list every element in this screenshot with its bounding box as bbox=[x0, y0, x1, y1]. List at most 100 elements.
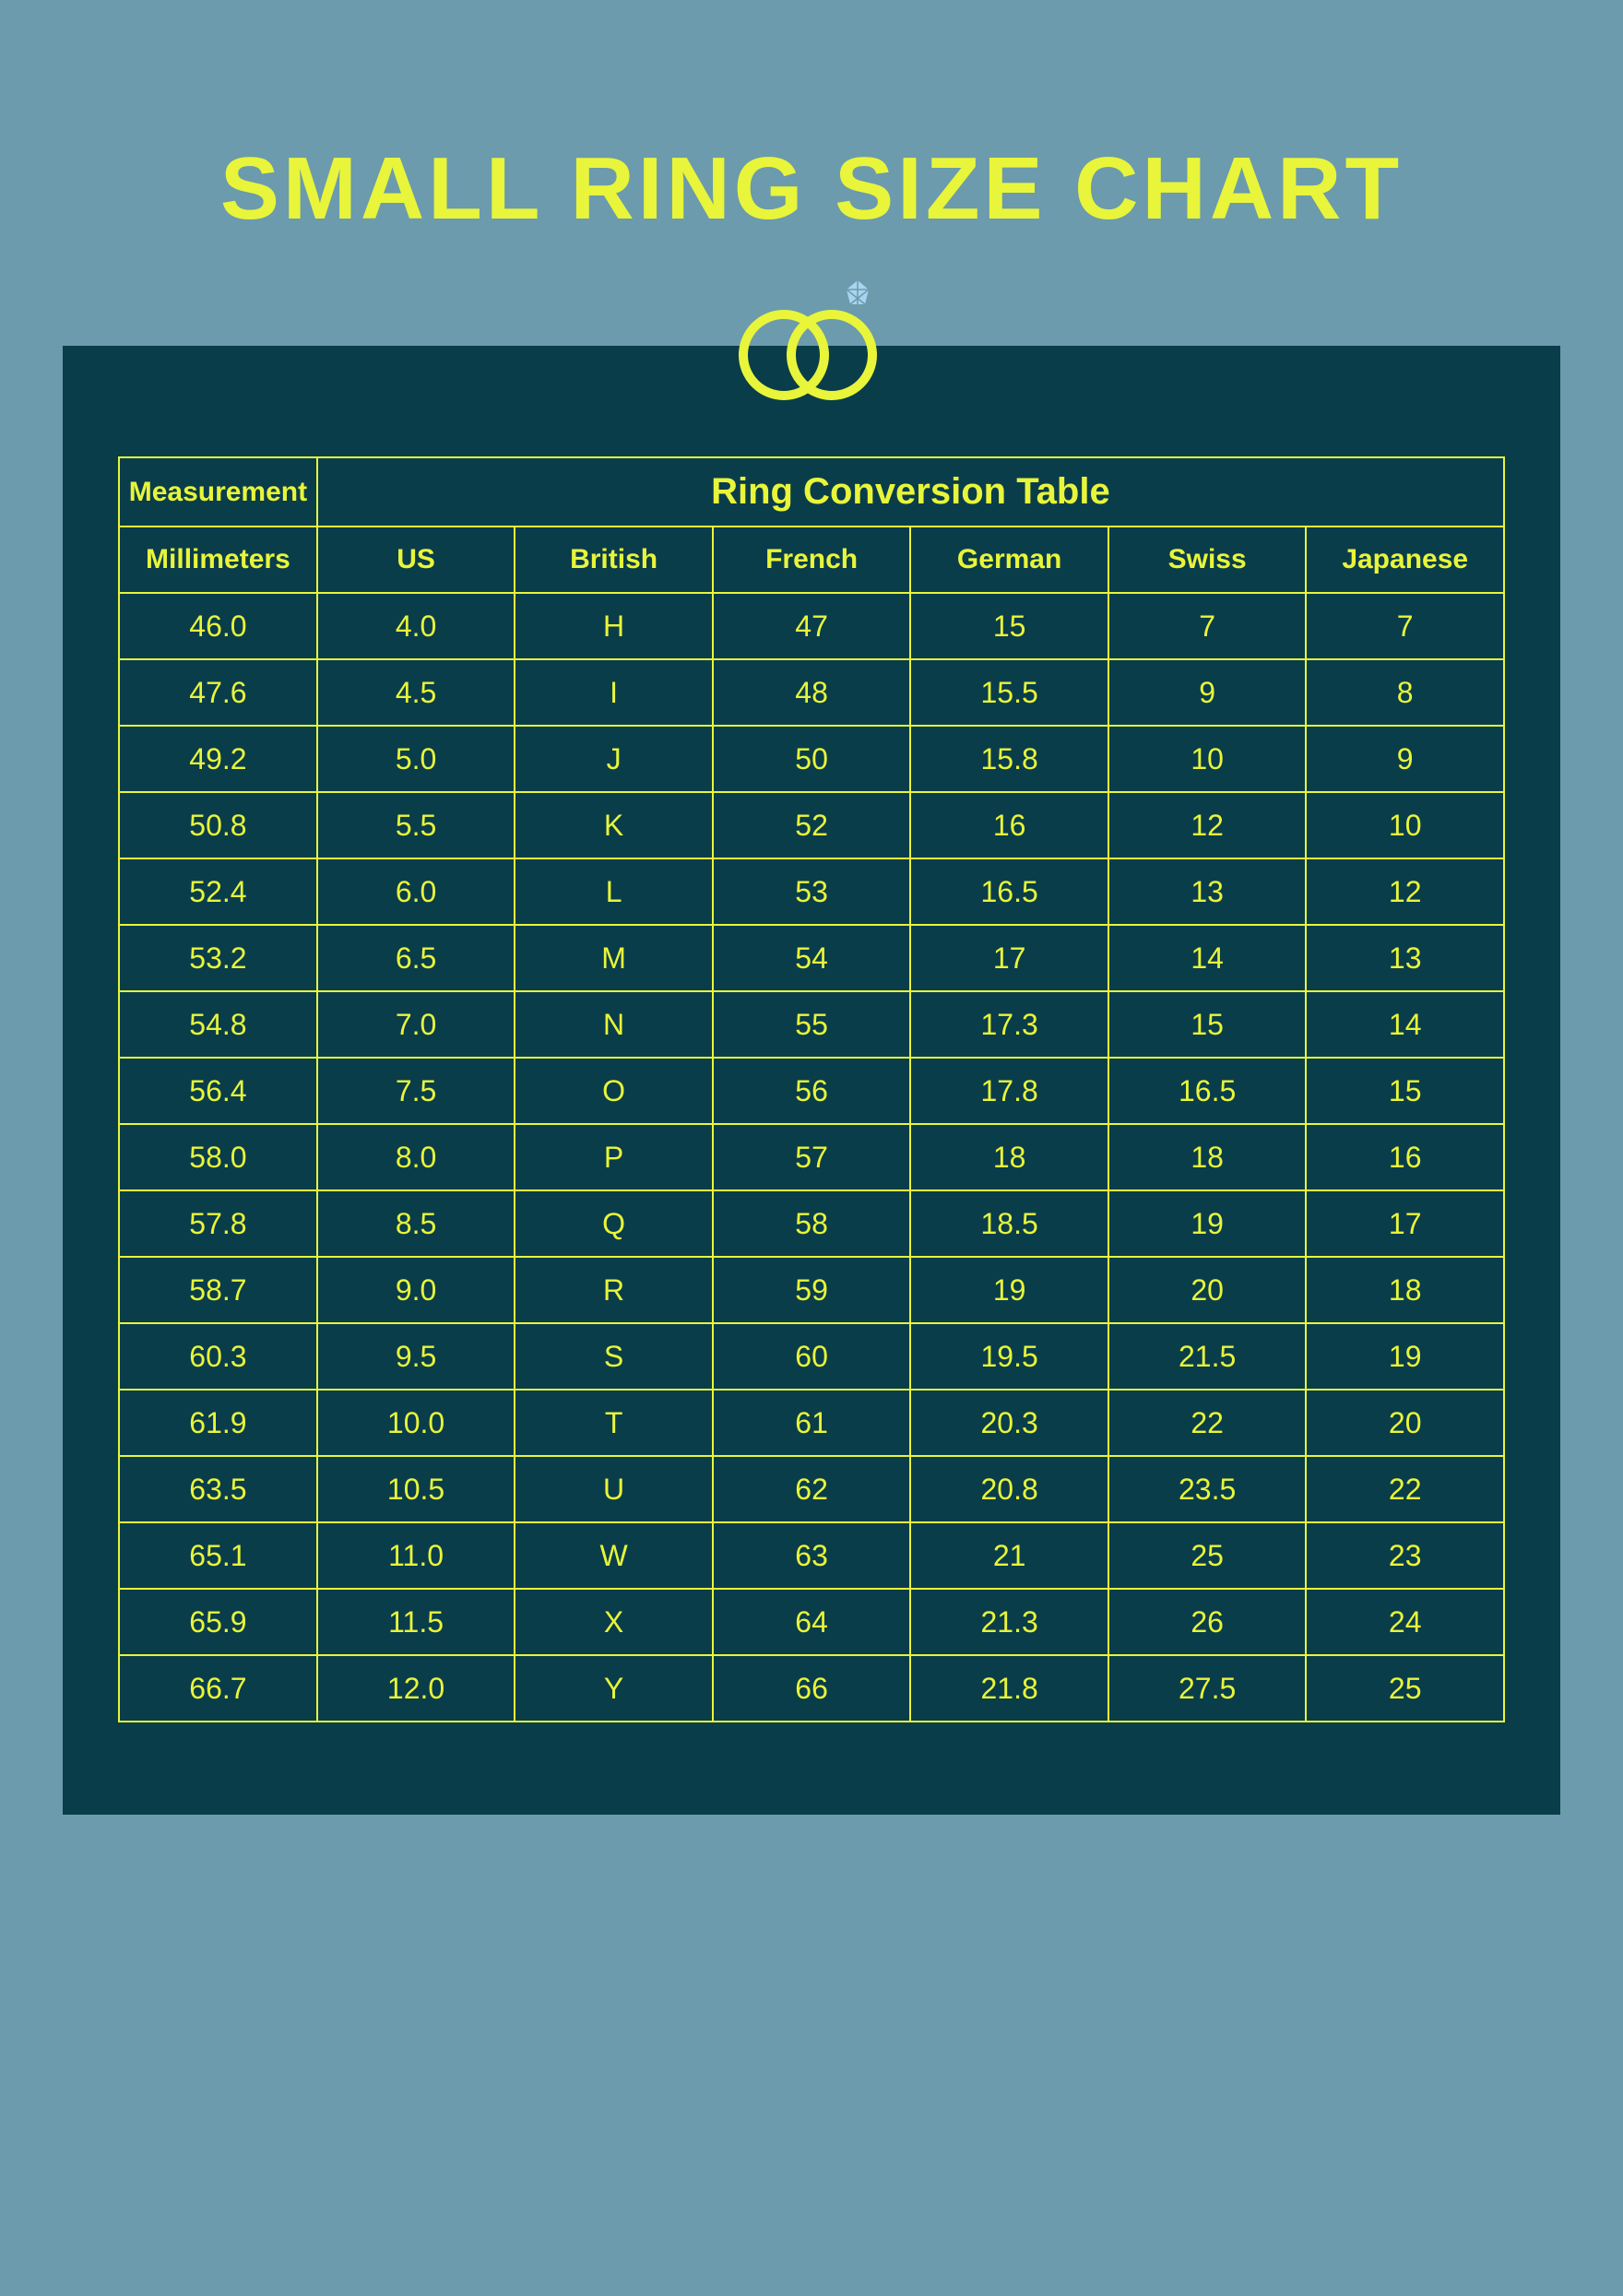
table-cell: 63 bbox=[713, 1522, 911, 1589]
table-cell: 19 bbox=[1306, 1323, 1504, 1390]
table-cell: 9.5 bbox=[317, 1323, 515, 1390]
table-cell: 21.5 bbox=[1108, 1323, 1307, 1390]
table-cell: 5.5 bbox=[317, 792, 515, 858]
table-row: 65.111.0W63212523 bbox=[119, 1522, 1504, 1589]
table-cell: J bbox=[515, 726, 713, 792]
table-cell: 21 bbox=[910, 1522, 1108, 1589]
ring-conversion-table: Measurement Ring Conversion Table Millim… bbox=[118, 456, 1505, 1722]
table-cell: 12.0 bbox=[317, 1655, 515, 1722]
table-cell: 8.0 bbox=[317, 1124, 515, 1190]
table-cell: 19.5 bbox=[910, 1323, 1108, 1390]
table-cell: 12 bbox=[1108, 792, 1307, 858]
table-cell: 12 bbox=[1306, 858, 1504, 925]
table-cell: 17.3 bbox=[910, 991, 1108, 1058]
table-cell: 57 bbox=[713, 1124, 911, 1190]
table-row: 58.79.0R59192018 bbox=[119, 1257, 1504, 1323]
table-cell: 21.3 bbox=[910, 1589, 1108, 1655]
table-cell: 20 bbox=[1108, 1257, 1307, 1323]
table-cell: 56 bbox=[713, 1058, 911, 1124]
table-cell: K bbox=[515, 792, 713, 858]
table-row: 65.911.5X6421.32624 bbox=[119, 1589, 1504, 1655]
table-cell: S bbox=[515, 1323, 713, 1390]
table-cell: 17 bbox=[1306, 1190, 1504, 1257]
table-cell: 54 bbox=[713, 925, 911, 991]
column-header: British bbox=[515, 527, 713, 593]
column-header: French bbox=[713, 527, 911, 593]
table-cell: 7 bbox=[1108, 593, 1307, 659]
table-row: 46.04.0H471577 bbox=[119, 593, 1504, 659]
table-cell: 8 bbox=[1306, 659, 1504, 726]
table-cell: 64 bbox=[713, 1589, 911, 1655]
table-cell: 15 bbox=[1306, 1058, 1504, 1124]
table-cell: 59 bbox=[713, 1257, 911, 1323]
table-cell: 23.5 bbox=[1108, 1456, 1307, 1522]
table-cell: 66.7 bbox=[119, 1655, 317, 1722]
table-cell: 46.0 bbox=[119, 593, 317, 659]
table-cell: 9.0 bbox=[317, 1257, 515, 1323]
table-cell: 17.8 bbox=[910, 1058, 1108, 1124]
table-cell: 26 bbox=[1108, 1589, 1307, 1655]
table-cell: 47 bbox=[713, 593, 911, 659]
table-cell: Y bbox=[515, 1655, 713, 1722]
table-cell: 53 bbox=[713, 858, 911, 925]
table-cell: 58 bbox=[713, 1190, 911, 1257]
column-header: German bbox=[910, 527, 1108, 593]
table-cell: 50.8 bbox=[119, 792, 317, 858]
table-cell: 10 bbox=[1306, 792, 1504, 858]
table-cell: 15 bbox=[1108, 991, 1307, 1058]
table-row: 57.88.5Q5818.51917 bbox=[119, 1190, 1504, 1257]
table-row: 58.08.0P57181816 bbox=[119, 1124, 1504, 1190]
table-cell: 48 bbox=[713, 659, 911, 726]
table-cell: 61 bbox=[713, 1390, 911, 1456]
table-cell: 25 bbox=[1306, 1655, 1504, 1722]
table-cell: 4.0 bbox=[317, 593, 515, 659]
table-cell: 61.9 bbox=[119, 1390, 317, 1456]
table-cell: O bbox=[515, 1058, 713, 1124]
table-cell: P bbox=[515, 1124, 713, 1190]
table-cell: 50 bbox=[713, 726, 911, 792]
table-cell: 10.5 bbox=[317, 1456, 515, 1522]
table-cell: 47.6 bbox=[119, 659, 317, 726]
table-cell: 14 bbox=[1108, 925, 1307, 991]
table-row: 60.39.5S6019.521.519 bbox=[119, 1323, 1504, 1390]
table-cell: 7 bbox=[1306, 593, 1504, 659]
column-header: Swiss bbox=[1108, 527, 1307, 593]
table-cell: 6.0 bbox=[317, 858, 515, 925]
table-cell: 20.8 bbox=[910, 1456, 1108, 1522]
table-cell: 16 bbox=[1306, 1124, 1504, 1190]
table-cell: 9 bbox=[1306, 726, 1504, 792]
table-cell: 65.1 bbox=[119, 1522, 317, 1589]
table-cell: I bbox=[515, 659, 713, 726]
table-cell: 7.5 bbox=[317, 1058, 515, 1124]
table-header-row-2: MillimetersUSBritishFrenchGermanSwissJap… bbox=[119, 527, 1504, 593]
table-cell: 19 bbox=[1108, 1190, 1307, 1257]
table-cell: 5.0 bbox=[317, 726, 515, 792]
table-row: 61.910.0T6120.32220 bbox=[119, 1390, 1504, 1456]
table-cell: 4.5 bbox=[317, 659, 515, 726]
table-cell: M bbox=[515, 925, 713, 991]
table-cell: 9 bbox=[1108, 659, 1307, 726]
table-cell: 13 bbox=[1306, 925, 1504, 991]
column-header: Millimeters bbox=[119, 527, 317, 593]
table-cell: 10 bbox=[1108, 726, 1307, 792]
table-cell: 23 bbox=[1306, 1522, 1504, 1589]
table-cell: 15.8 bbox=[910, 726, 1108, 792]
table-cell: 49.2 bbox=[119, 726, 317, 792]
column-header: US bbox=[317, 527, 515, 593]
table-cell: 10.0 bbox=[317, 1390, 515, 1456]
table-panel: Measurement Ring Conversion Table Millim… bbox=[63, 346, 1560, 1815]
table-row: 49.25.0J5015.8109 bbox=[119, 726, 1504, 792]
table-cell: 18 bbox=[910, 1124, 1108, 1190]
table-cell: 16 bbox=[910, 792, 1108, 858]
table-cell: 65.9 bbox=[119, 1589, 317, 1655]
table-cell: 13 bbox=[1108, 858, 1307, 925]
table-cell: 18 bbox=[1306, 1257, 1504, 1323]
table-cell: R bbox=[515, 1257, 713, 1323]
table-cell: L bbox=[515, 858, 713, 925]
table-cell: 52 bbox=[713, 792, 911, 858]
table-cell: 56.4 bbox=[119, 1058, 317, 1124]
table-cell: 20 bbox=[1306, 1390, 1504, 1456]
header-conversion: Ring Conversion Table bbox=[317, 457, 1504, 527]
table-cell: 8.5 bbox=[317, 1190, 515, 1257]
table-cell: W bbox=[515, 1522, 713, 1589]
